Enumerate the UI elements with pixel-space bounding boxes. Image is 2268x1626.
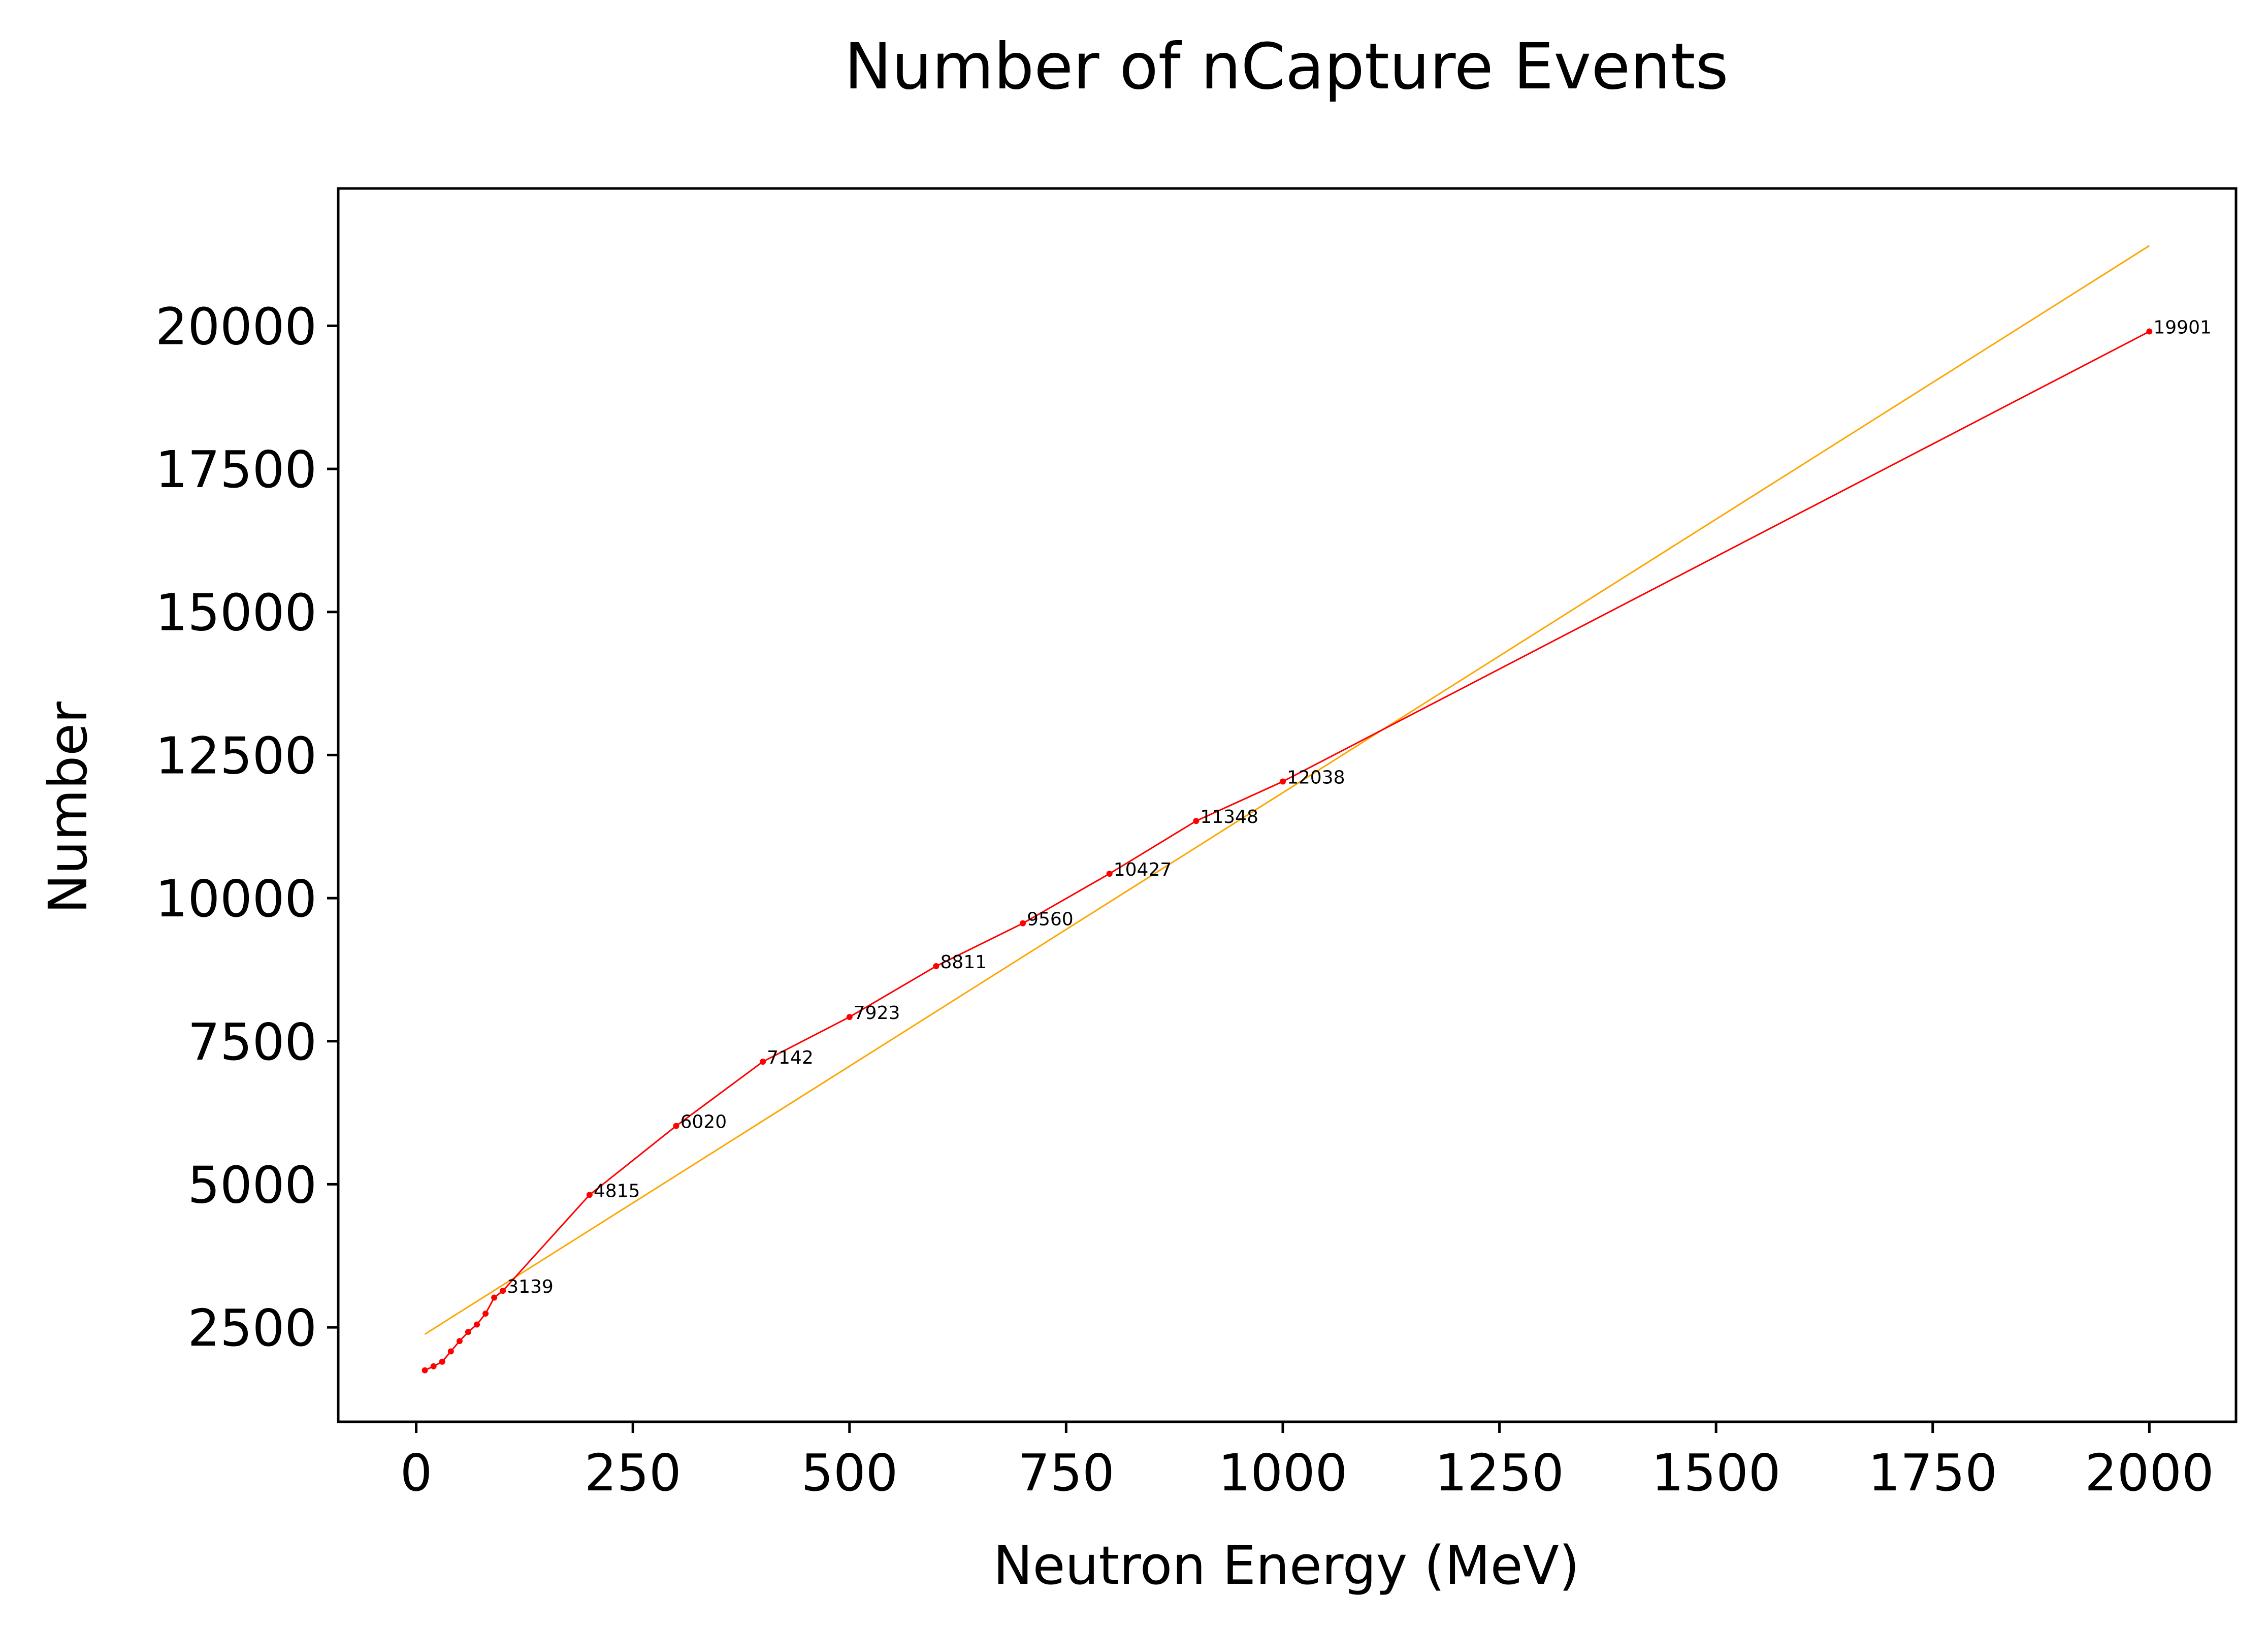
data-label: 8811 xyxy=(940,952,987,973)
plot-area-frame xyxy=(337,187,2238,1423)
y-tick-label: 7500 xyxy=(188,1012,317,1072)
x-tick-label: 500 xyxy=(801,1443,898,1503)
x-tick-label: 1000 xyxy=(1218,1443,1348,1503)
data-point xyxy=(456,1338,463,1345)
data-point xyxy=(673,1123,679,1129)
y-tick-label: 5000 xyxy=(188,1155,317,1215)
x-tick-label: 1500 xyxy=(1651,1443,1781,1503)
x-axis-label: Neutron Energy (MeV) xyxy=(993,1535,1580,1597)
x-tick-label: 2000 xyxy=(2085,1443,2214,1503)
series-line-fit xyxy=(424,245,2150,1335)
data-point xyxy=(760,1059,766,1065)
data-point xyxy=(1020,920,1026,927)
y-tick-label: 20000 xyxy=(155,297,317,356)
data-point xyxy=(1106,870,1113,877)
data-label: 10427 xyxy=(1114,859,1172,880)
data-point xyxy=(846,1014,853,1021)
data-label: 4815 xyxy=(594,1181,640,1201)
data-point xyxy=(430,1363,437,1369)
y-tick-label: 17500 xyxy=(155,440,317,499)
data-label: 11348 xyxy=(1200,807,1258,827)
data-label: 7142 xyxy=(767,1047,814,1068)
data-label: 7923 xyxy=(854,1003,900,1024)
data-point xyxy=(482,1311,489,1317)
x-tick-label: 1750 xyxy=(1868,1443,1998,1503)
data-point xyxy=(933,963,939,970)
data-point xyxy=(422,1367,428,1374)
data-point xyxy=(439,1358,445,1365)
chart-title: Number of nCapture Events xyxy=(844,30,1728,104)
y-tick-label: 10000 xyxy=(155,869,317,929)
y-tick-label: 2500 xyxy=(188,1298,317,1358)
data-point xyxy=(1279,778,1286,785)
x-tick-label: 250 xyxy=(585,1443,682,1503)
y-tick-label: 12500 xyxy=(155,726,317,785)
x-tick-label: 750 xyxy=(1018,1443,1115,1503)
y-tick-label: 15000 xyxy=(155,583,317,643)
data-point xyxy=(1193,818,1200,824)
data-point xyxy=(500,1288,506,1294)
plot-layer: 3139 4815 6020 7142 7923 8811 9560 10427 11348 12… xyxy=(422,245,2212,1374)
data-label: 12038 xyxy=(1287,767,1345,788)
axis-layer: 0 250 500 750 1000 1250 1500 1750 2000 2500 5000 75… xyxy=(155,297,2214,1503)
data-point xyxy=(586,1192,593,1198)
data-label: 3139 xyxy=(507,1277,554,1297)
data-point xyxy=(2146,328,2153,335)
x-tick-label: 1250 xyxy=(1435,1443,1564,1503)
data-point xyxy=(491,1294,498,1301)
data-point xyxy=(465,1329,471,1335)
data-label: 19901 xyxy=(2153,317,2212,338)
data-point xyxy=(447,1348,454,1355)
data-point xyxy=(474,1321,480,1328)
y-axis-label: Number xyxy=(37,702,99,914)
data-label: 9560 xyxy=(1027,909,1074,930)
data-label: 6020 xyxy=(680,1112,727,1133)
x-tick-label: 0 xyxy=(400,1443,433,1503)
